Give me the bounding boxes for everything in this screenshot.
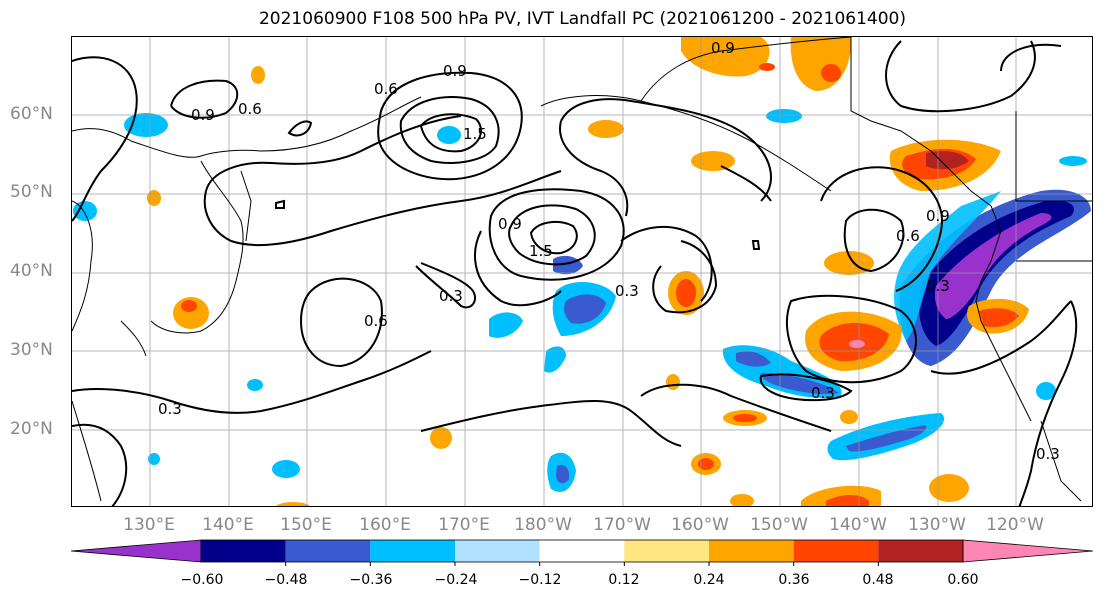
contour-label: 0.9 xyxy=(191,106,215,124)
colorbar-tick-label: 0.48 xyxy=(862,572,894,588)
lat-label-40n: 40°N xyxy=(10,261,53,281)
lon-label-160e: 160°E xyxy=(359,515,411,535)
colorbar-segment xyxy=(709,540,794,562)
contour-label: 0.9 xyxy=(926,207,950,225)
lon-label-140w: 140°W xyxy=(829,515,887,535)
contour-label: 0.3 xyxy=(1036,445,1060,463)
lon-label-130w: 130°W xyxy=(908,515,966,535)
colorbar-tick-label: 0.60 xyxy=(947,572,979,588)
contour-label: 0.3 xyxy=(811,384,835,402)
map-title: 2021060900 F108 500 hPa PV, IVT Landfall… xyxy=(258,9,906,29)
contour-label: 0.6 xyxy=(896,227,920,245)
lon-label-130e: 130°E xyxy=(123,515,175,535)
colorbar-segment xyxy=(878,540,963,562)
lat-label-30n: 30°N xyxy=(10,340,53,360)
lat-label-60n: 60°N xyxy=(10,104,53,124)
contour-label: 0.3 xyxy=(158,400,182,418)
lon-label-160w: 160°W xyxy=(671,515,729,535)
colorbar-segment xyxy=(793,540,879,562)
colorbar-segment xyxy=(370,540,455,562)
colorbar-segments xyxy=(70,539,1094,566)
colorbar-tick-label: −0.36 xyxy=(349,572,393,588)
contour-label-group: 0.9 0.6 0.9 0.6 1.5 0.9 1.5 0.3 0.3 0.6 … xyxy=(158,39,1060,463)
contour-label: 0.3 xyxy=(615,282,639,300)
map-canvas: 0.9 0.6 0.9 0.6 1.5 0.9 1.5 0.3 0.3 0.6 … xyxy=(72,37,1092,506)
lat-label-50n: 50°N xyxy=(10,182,53,202)
colorbar-tick-label: −0.60 xyxy=(180,572,224,588)
colorbar-tick-label: −0.24 xyxy=(434,572,478,588)
colorbar-max-extension xyxy=(962,539,1094,563)
colorbar-tick-label: −0.12 xyxy=(518,572,562,588)
colorbar-segment xyxy=(285,540,371,562)
contour-label: 0.3 xyxy=(439,287,463,305)
colorbar-tick-label: 0.24 xyxy=(693,572,725,588)
colorbar-tick-label: 0.36 xyxy=(778,572,810,588)
colorbar-segment xyxy=(455,540,540,562)
lon-label-170w: 170°W xyxy=(593,515,651,535)
lon-label-140e: 140°E xyxy=(202,515,254,535)
pv-contours xyxy=(72,40,1078,506)
contour-label: 0.9 xyxy=(498,215,522,233)
lon-label-120w: 120°W xyxy=(986,515,1044,535)
contour-label: 0.6 xyxy=(364,312,388,330)
contour-label: 0.6 xyxy=(238,100,262,118)
contour-label: 0.9 xyxy=(443,62,467,80)
colorbar-tick-label: 0.12 xyxy=(608,572,640,588)
colorbar-segment xyxy=(201,540,286,562)
colorbar-tick-label: −0.48 xyxy=(264,572,308,588)
lon-label-180w: 180°W xyxy=(514,515,572,535)
contour-label: 0.6 xyxy=(374,80,398,98)
lon-label-150w: 150°W xyxy=(750,515,808,535)
colorbar-frame xyxy=(200,539,964,563)
contour-label: 0.3 xyxy=(926,277,950,295)
contour-label: 1.5 xyxy=(463,125,487,143)
colorbar-min-extension xyxy=(70,539,202,563)
anomaly-fills xyxy=(73,37,1091,506)
map-panel: 0.9 0.6 0.9 0.6 1.5 0.9 1.5 0.3 0.3 0.6 … xyxy=(71,36,1093,507)
lon-label-150e: 150°E xyxy=(280,515,332,535)
colorbar-segment xyxy=(539,540,625,562)
contour-label: 1.5 xyxy=(529,242,553,260)
lat-label-20n: 20°N xyxy=(10,419,53,439)
contour-label: 0.9 xyxy=(711,39,735,57)
lon-label-170e: 170°E xyxy=(438,515,490,535)
coastlines xyxy=(72,37,1092,502)
colorbar-segment xyxy=(624,540,709,562)
